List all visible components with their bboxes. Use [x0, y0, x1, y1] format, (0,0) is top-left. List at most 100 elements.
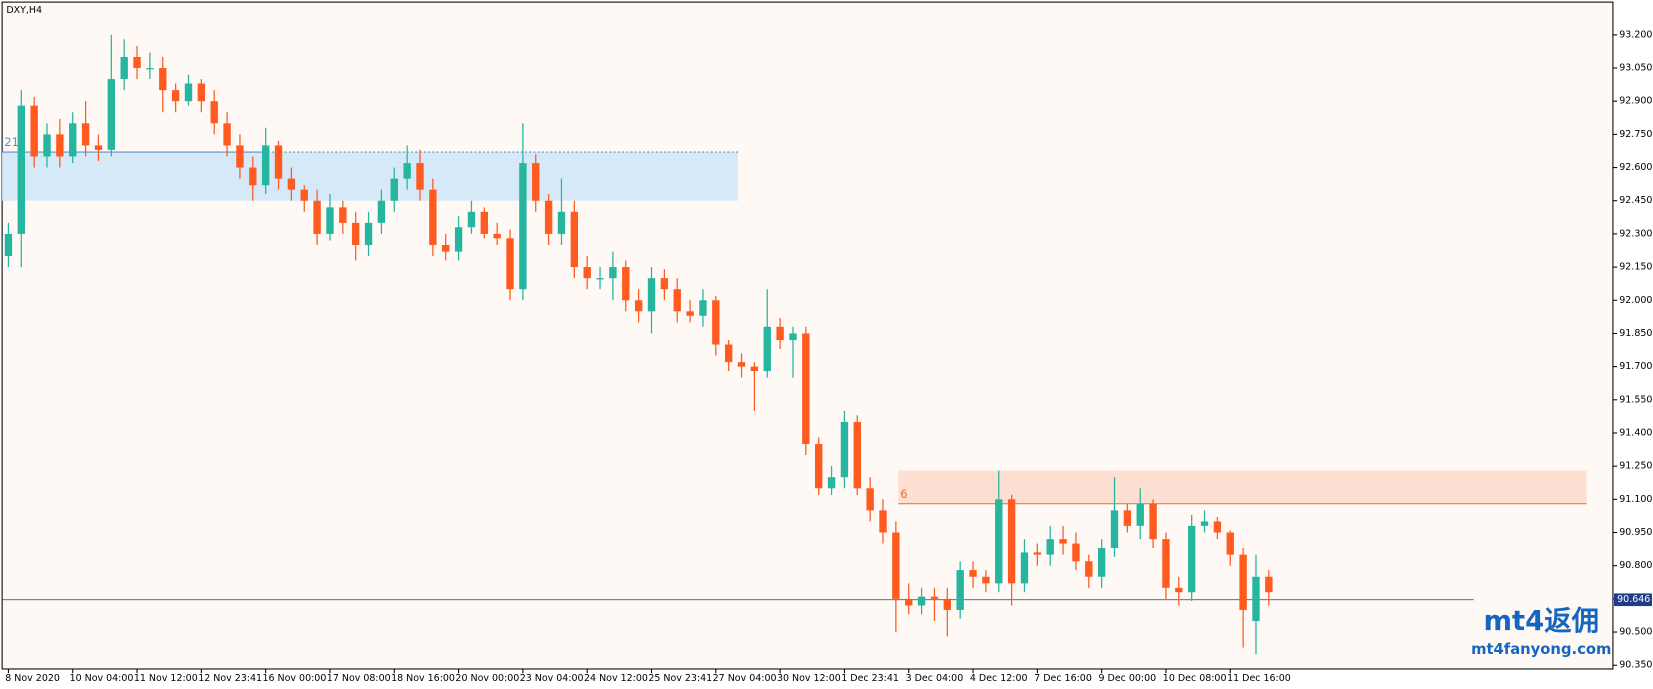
x-tick-label: 10 Nov 04:00	[70, 673, 134, 684]
candle-body	[493, 233, 501, 239]
candle-body	[4, 233, 13, 257]
candle-body	[159, 68, 167, 91]
candle-body	[261, 145, 270, 186]
zone	[898, 470, 1587, 504]
watermark-site: mt4fanyong.com	[1471, 641, 1611, 658]
candle-body	[442, 244, 450, 252]
y-tick-label: 91.250	[1619, 461, 1652, 472]
candle-body	[930, 596, 939, 599]
candle-body	[1200, 521, 1209, 526]
candle-body	[171, 90, 180, 102]
candle-body	[789, 333, 797, 341]
candle-body	[403, 163, 411, 179]
y-tick-label: 90.800	[1619, 560, 1652, 571]
candle-body	[43, 134, 51, 157]
candle-body	[905, 598, 913, 606]
candle-body	[763, 326, 771, 372]
zone-label: 21	[4, 135, 19, 149]
candle-body	[853, 421, 861, 489]
x-tick-label: 27 Nov 04:00	[713, 673, 777, 684]
candle-body	[634, 300, 643, 312]
candle-body	[840, 421, 849, 478]
candle-body	[1187, 525, 1196, 593]
candle-body	[1007, 499, 1016, 584]
y-tick-label: 92.300	[1619, 228, 1652, 239]
candle-body	[506, 238, 514, 290]
candle-body	[737, 362, 746, 367]
candle-body	[133, 56, 141, 69]
plot-layer: 21 6	[2, 34, 1587, 655]
candle-body	[1239, 554, 1247, 610]
candle-body	[866, 488, 874, 511]
y-tick-label: 90.350	[1619, 660, 1652, 671]
candle-body	[313, 200, 321, 234]
y-tick-label: 92.600	[1619, 162, 1652, 173]
y-tick-label: 92.450	[1619, 195, 1652, 206]
candle-body	[287, 178, 296, 190]
candle-body	[1213, 521, 1222, 533]
candle-body	[1123, 510, 1132, 526]
candle-body	[1085, 561, 1093, 577]
candle-body	[120, 56, 128, 80]
candle-body	[1097, 547, 1106, 577]
candle-body	[352, 222, 360, 245]
watermark-brand: mt4返佣	[1483, 606, 1599, 637]
x-tick-label: 30 Nov 12:00	[777, 673, 841, 684]
candle-body	[622, 267, 630, 301]
candle-body	[1059, 539, 1067, 544]
candle-body	[750, 366, 759, 372]
candle-body	[326, 207, 334, 234]
candle-body	[274, 145, 283, 179]
y-tick-label: 92.000	[1619, 295, 1652, 306]
y-tick-label: 91.700	[1619, 361, 1652, 372]
x-tick-label: 20 Nov 00:00	[455, 673, 519, 684]
candle-body	[1072, 543, 1080, 562]
candle-body	[1252, 576, 1260, 621]
current-price-box	[1613, 593, 1652, 607]
candle-body	[583, 267, 591, 279]
candle-body	[467, 211, 476, 228]
candle-body	[81, 123, 90, 146]
zone-label: 6	[900, 487, 907, 501]
x-tick-label: 18 Nov 16:00	[391, 673, 455, 684]
x-tick-label: 11 Dec 16:00	[1227, 673, 1291, 684]
x-tick-label: 12 Nov 23:41	[198, 673, 262, 684]
candle-body	[300, 189, 308, 201]
candle-body	[56, 134, 64, 157]
candle-body	[94, 145, 103, 150]
x-tick-label: 4 Dec 12:00	[970, 673, 1028, 684]
candle-body	[197, 83, 206, 102]
candle-body	[647, 278, 656, 312]
candle-body	[416, 163, 424, 190]
candle-body	[892, 532, 900, 599]
candle-body	[1265, 576, 1273, 593]
candle-body	[454, 227, 463, 252]
candle-body	[30, 105, 38, 157]
x-tick-label: 3 Dec 04:00	[906, 673, 964, 684]
x-tick-label: 16 Nov 00:00	[262, 673, 326, 684]
y-tick-label: 91.100	[1619, 494, 1652, 505]
candle-body	[429, 189, 437, 245]
chart-title: DXY,H4	[6, 5, 42, 16]
candle-body	[519, 163, 527, 290]
candle-body	[107, 79, 116, 150]
candle-body	[815, 444, 823, 489]
candle-body	[1136, 503, 1144, 526]
candle-body	[1162, 539, 1170, 588]
candle-body	[236, 145, 244, 168]
candle-body	[544, 200, 553, 234]
x-tick-label: 1 Dec 23:41	[841, 673, 899, 684]
candle-body	[210, 101, 218, 124]
x-tick-label: 23 Nov 04:00	[520, 673, 584, 684]
zone	[2, 152, 738, 201]
candle-body	[596, 278, 604, 280]
candle-body	[609, 267, 617, 279]
y-tick-label: 93.050	[1619, 63, 1652, 74]
candle-body	[69, 123, 77, 157]
candle-body	[699, 300, 707, 316]
candle-body	[686, 311, 694, 316]
candle-body	[724, 344, 733, 363]
current-price-label: 90.646	[1617, 594, 1650, 605]
x-tick-label: 9 Dec 00:00	[1098, 673, 1156, 684]
